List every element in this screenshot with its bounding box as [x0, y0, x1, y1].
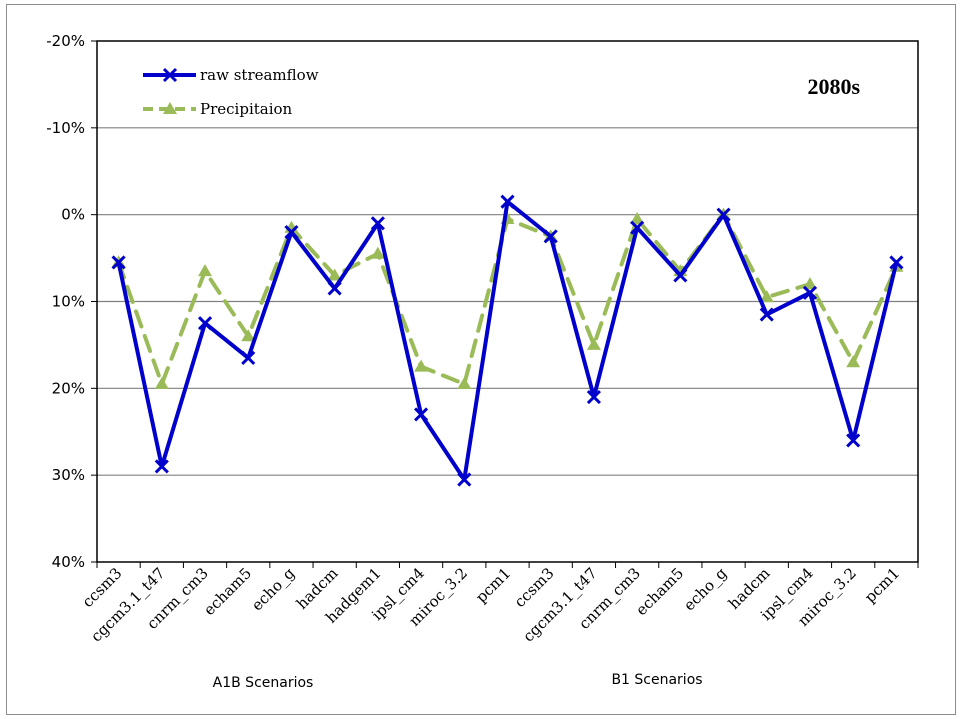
series-line	[116, 199, 899, 482]
x-tick-label: pcm1	[861, 564, 903, 606]
data-point-stroke	[889, 255, 904, 270]
data-point	[673, 268, 688, 283]
data-point	[370, 216, 385, 231]
data-point-stroke	[500, 194, 515, 209]
y-axis: -20% -10% 0% 10% 20% 30% 40%	[46, 32, 97, 571]
x-axis: ccsm3cgcm3.1_t47cnrm_cm3echam5echo_ghadc…	[79, 562, 919, 645]
data-point	[111, 255, 126, 270]
y-tick-label: 10%	[52, 293, 85, 311]
data-point	[241, 350, 256, 366]
group-label-b1: B1 Scenarios	[611, 672, 702, 688]
data-point	[500, 194, 515, 209]
data-point	[759, 290, 774, 303]
data-point	[457, 376, 472, 389]
x-tick-label: echo_g	[680, 564, 731, 615]
data-point	[630, 212, 645, 225]
x-tick-label: pcm1	[472, 564, 514, 606]
data-point	[846, 355, 861, 368]
data-point	[197, 316, 213, 331]
data-point-stroke	[759, 307, 774, 322]
data-point	[198, 264, 213, 277]
data-point	[370, 246, 385, 259]
series-line	[116, 212, 899, 386]
data-point-stroke	[370, 216, 385, 231]
y-tick-label: 40%	[52, 553, 85, 571]
x-tick-label: echam5	[632, 564, 687, 619]
data-point-stroke	[284, 224, 299, 240]
data-point	[802, 285, 818, 300]
data-point-stroke	[586, 389, 601, 405]
data-point	[327, 281, 342, 296]
x-tick-label: echam5	[200, 564, 255, 619]
y-tick-label: -20%	[46, 32, 85, 50]
data-point-stroke	[673, 268, 688, 283]
data-point-stroke	[154, 459, 169, 474]
data-point-stroke	[414, 407, 429, 422]
data-point-stroke	[457, 472, 472, 487]
group-label-a1b: A1B Scenarios	[213, 675, 314, 691]
data-point-stroke	[111, 255, 126, 270]
data-point	[543, 229, 558, 244]
data-point-stroke	[197, 316, 213, 331]
legend-label-precipitation: Precipitaion	[200, 100, 293, 118]
series-precipitation	[111, 207, 904, 389]
data-point-stroke	[716, 207, 731, 222]
legend-marker-precipitation	[163, 102, 177, 114]
legend-marker-raw-streamflow	[162, 67, 178, 83]
data-point	[241, 329, 256, 342]
y-tick-label: 0%	[61, 206, 85, 224]
data-point	[154, 376, 169, 389]
data-point	[802, 277, 817, 290]
data-point	[586, 337, 601, 350]
data-point	[154, 459, 169, 474]
data-point-stroke	[802, 285, 818, 300]
data-point	[414, 407, 429, 422]
data-point	[846, 433, 861, 448]
data-point-stroke	[241, 350, 256, 366]
legend: raw streamflow Precipitaion	[143, 66, 319, 118]
data-point-stroke	[630, 220, 645, 235]
data-point	[457, 472, 472, 487]
legend-label-raw-streamflow: raw streamflow	[200, 66, 319, 84]
data-point	[630, 220, 645, 235]
y-tick-label: -10%	[46, 119, 85, 137]
series-layer	[111, 194, 904, 487]
data-point	[759, 307, 774, 322]
series-raw-streamflow	[111, 194, 904, 487]
x-tick-label: echo_g	[248, 564, 299, 615]
y-tick-label: 20%	[52, 379, 85, 397]
data-point	[327, 268, 342, 281]
data-point	[586, 389, 601, 405]
y-tick-label: 30%	[52, 466, 85, 484]
data-point	[284, 224, 299, 240]
data-point-stroke	[327, 281, 342, 296]
data-point-stroke	[543, 229, 558, 244]
period-annotation: 2080s	[807, 74, 860, 99]
data-point-stroke	[846, 433, 861, 448]
data-point	[716, 207, 731, 222]
data-point	[889, 255, 904, 270]
data-point	[414, 359, 429, 372]
